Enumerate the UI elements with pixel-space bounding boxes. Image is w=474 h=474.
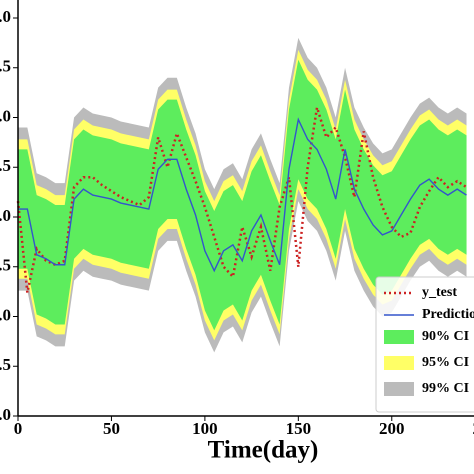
legend-label: y_test [422, 285, 457, 300]
x-tick-label: 150 [286, 419, 312, 438]
y-tick-label: 5.0 [0, 305, 11, 324]
y-tick-label: 15.0 [0, 106, 11, 125]
x-axis-label: Time(day) [208, 437, 319, 464]
y-tick-label: 20.0 [0, 7, 11, 26]
x-tick-label: 100 [192, 419, 218, 438]
y-tick-label: 2.5 [0, 355, 11, 374]
legend-swatch [384, 382, 414, 396]
legend-swatch [384, 330, 414, 344]
y-tick-label: 12.5 [0, 156, 11, 175]
x-tick-label: 0 [14, 419, 23, 438]
legend-label: 99% CI [422, 381, 469, 396]
x-tick-label: 200 [379, 419, 405, 438]
legend-box [375, 276, 474, 413]
series-line [16, 107, 468, 293]
x-tick-label: 50 [103, 419, 120, 438]
y-tick-label: 17.5 [0, 57, 11, 76]
legend-label: Prediction [422, 307, 474, 322]
x-tick-label: 250 [472, 419, 474, 438]
legend-label: 95% CI [422, 355, 469, 370]
ci-band [18, 49, 467, 341]
legend-label: 90% CI [422, 329, 469, 344]
series-line [18, 117, 467, 273]
y-tick-label: 0.0 [0, 405, 11, 424]
ci-band [18, 59, 467, 331]
y-tick-label: 7.5 [0, 256, 11, 275]
legend-swatch [384, 356, 414, 370]
y-tick-label: 10.0 [0, 206, 11, 225]
